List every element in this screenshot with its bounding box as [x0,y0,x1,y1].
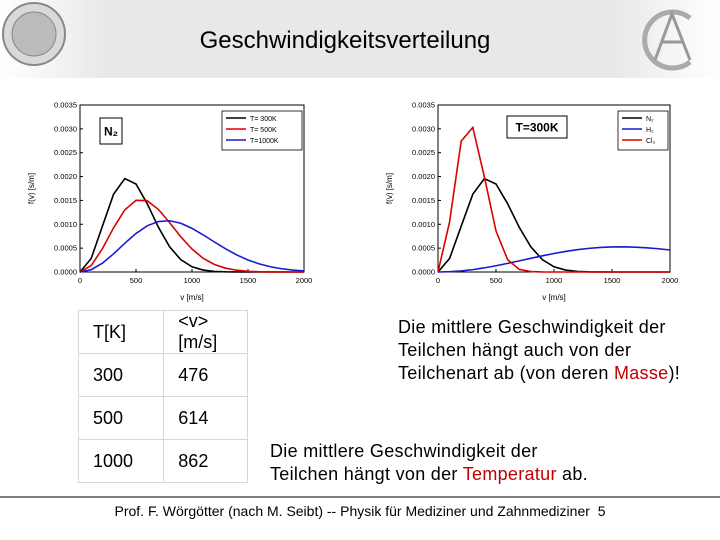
annotation: T=300K [515,121,558,135]
logo-left-inner [11,11,57,57]
table-cell: 500 [77,396,165,440]
x-tick-label: 2000 [296,276,313,285]
footer-text: Prof. F. Wörgötter (nach M. Seibt) -- Ph… [114,503,590,519]
y-axis-label: f(v) [s/m] [27,173,36,204]
table-cell: 476 [163,353,248,397]
x-tick-label: 1000 [546,276,563,285]
annotation: N₂ [104,125,118,139]
legend-box [617,110,669,151]
y-tick-label: 0.0010 [412,220,435,229]
x-tick-label: 1500 [240,276,257,285]
annotation-box [506,115,568,139]
x-axis-label: v [m/s] [542,293,566,302]
y-axis-label: f(v) [s/m] [385,173,394,204]
y-tick-label: 0.0020 [54,172,77,181]
y-tick-label: 0.0020 [412,172,435,181]
note: Die mittlere Geschwindigkeit der Teilche… [398,316,698,385]
y-tick-label: 0.0025 [54,148,77,157]
legend-label: N₂ [646,116,654,123]
y-tick-label: 0.0035 [412,101,435,110]
y-tick-label: 0.0000 [54,268,77,277]
note-highlight: Masse [613,363,669,383]
annotation-box [99,117,123,145]
note-highlight: Temperatur [462,464,557,484]
table-cell: 862 [163,439,248,483]
speed-table: T[K] <v> [m/s] 300 476 500 614 1000 862 [77,310,248,483]
y-tick-label: 0.0025 [412,148,435,157]
legend-label: T=1000K [250,138,279,145]
note: Die mittlere Geschwindigkeit der Teilche… [270,440,600,486]
table-cell: 1000 [77,439,165,483]
series-line [437,125,670,273]
legend-label: T= 300K [250,116,277,123]
y-tick-label: 0.0000 [412,268,435,277]
note-text: Die mittlere Geschwindigkeit der Teilche… [270,441,538,484]
y-tick-label: 0.0035 [54,101,77,110]
y-tick-label: 0.0015 [412,196,435,205]
header-text: [m/s] [178,332,218,352]
x-tick-label: 0 [78,276,82,285]
page-number: 5 [597,503,606,519]
x-tick-label: 1000 [184,276,201,285]
table-header-row: T[K] <v> [m/s] [77,310,248,354]
x-tick-label: 1500 [604,276,621,285]
logo-right-a [653,9,692,61]
x-tick-label: 2000 [662,276,679,285]
note-text: ab. [556,464,588,484]
y-tick-label: 0.0010 [54,220,77,229]
series-line [79,199,304,273]
note-text: )! [668,363,681,383]
header-cell: <v> [m/s] [163,310,248,354]
table-row: 500 614 [77,396,248,440]
x-tick-label: 0 [436,276,440,285]
x-axis-label: v [m/s] [180,293,204,302]
header-band [0,0,720,78]
header-cell: T[K] [77,310,165,354]
y-tick-label: 0.0030 [54,124,77,133]
series-line [79,219,305,273]
footer: Prof. F. Wörgötter (nach M. Seibt) -- Ph… [0,503,720,519]
legend-label: Cl₂ [646,138,656,145]
x-tick-label: 500 [490,276,503,285]
logo-right [642,9,692,71]
series-line [437,246,671,273]
legend-label: H₂ [646,127,654,134]
note-text: Die mittlere Geschwindigkeit der Teilche… [398,317,666,383]
slide-title: Geschwindigkeitsverteilung [200,27,491,54]
table-cell: 614 [163,396,248,440]
y-tick-label: 0.0015 [54,196,77,205]
y-tick-label: 0.0005 [54,244,77,253]
table-row: 1000 862 [77,439,248,483]
table-row: 300 476 [77,353,248,397]
y-tick-label: 0.0030 [412,124,435,133]
y-tick-label: 0.0005 [412,244,435,253]
header-text: <v> [178,311,209,331]
table-cell: 300 [77,353,165,397]
x-tick-label: 500 [130,276,143,285]
legend-label: T= 500K [250,127,277,134]
header-text: T[K] [93,321,127,342]
